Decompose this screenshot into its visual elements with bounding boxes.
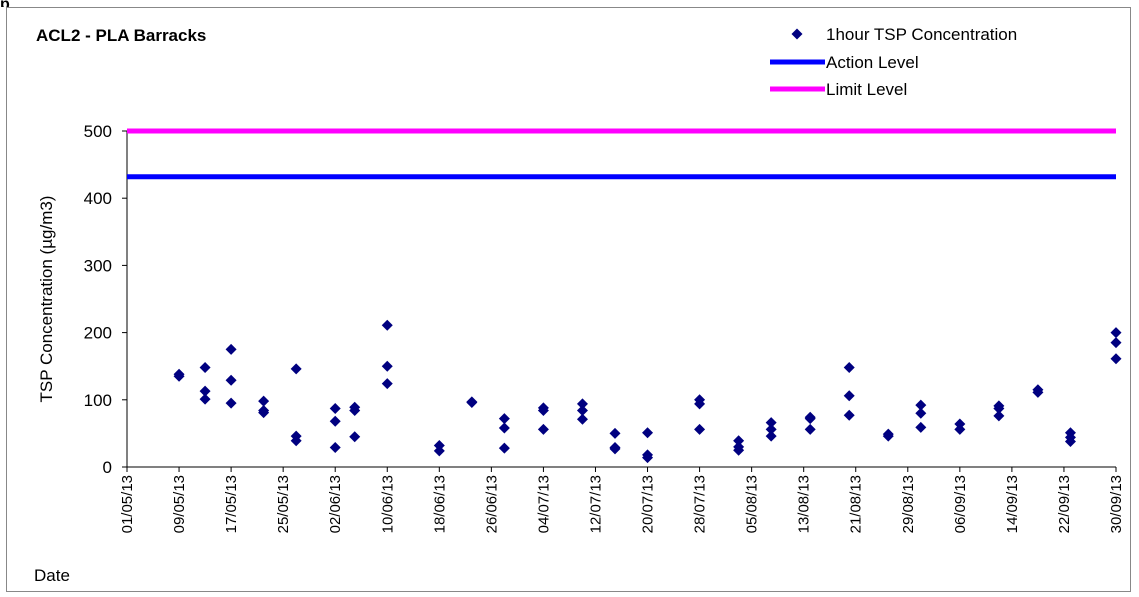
- data-point: [843, 362, 855, 374]
- data-point: [576, 413, 588, 425]
- data-point: [329, 442, 341, 454]
- data-point: [915, 421, 927, 433]
- data-point: [349, 405, 361, 417]
- data-point: [173, 368, 185, 380]
- data-point: [733, 435, 745, 447]
- data-point: [993, 410, 1005, 422]
- data-point: [537, 423, 549, 435]
- x-tick-label: 29/08/13: [900, 475, 917, 533]
- data-point: [1110, 327, 1122, 339]
- x-tick-label: 14/09/13: [1004, 475, 1021, 533]
- y-tick-label: 300: [84, 256, 112, 275]
- x-tick-label: 02/06/13: [327, 475, 344, 533]
- data-point: [1064, 435, 1076, 447]
- x-tick-label: 10/06/13: [379, 475, 396, 533]
- chart-title: ACL2 - PLA Barracks: [36, 26, 206, 45]
- data-point: [993, 403, 1005, 415]
- y-tick-label: 100: [84, 391, 112, 410]
- y-tick-label: 200: [84, 324, 112, 343]
- data-point: [329, 415, 341, 427]
- data-point: [498, 422, 510, 434]
- data-point: [915, 407, 927, 419]
- data-point: [290, 363, 302, 375]
- x-tick-label: 25/05/13: [275, 475, 292, 533]
- data-point: [609, 443, 621, 455]
- data-point: [882, 430, 894, 442]
- x-tick-label: 04/07/13: [535, 475, 552, 533]
- data-point: [199, 393, 211, 405]
- legend: 1hour TSP Concentration Action Level Limit…: [770, 25, 1017, 99]
- data-point: [609, 427, 621, 439]
- data-point: [329, 403, 341, 415]
- data-point: [1110, 337, 1122, 349]
- data-point: [225, 397, 237, 409]
- legend-marker-tsp: [791, 28, 803, 40]
- x-tick-label: 26/06/13: [483, 475, 500, 533]
- x-tick-label: 01/05/13: [119, 475, 136, 533]
- data-point: [199, 385, 211, 397]
- data-point: [694, 423, 706, 435]
- data-point: [642, 452, 654, 464]
- data-point: [694, 398, 706, 410]
- y-tick-label: 400: [84, 189, 112, 208]
- y-tick-label: 0: [103, 458, 112, 477]
- x-tick-label: 30/09/13: [1108, 475, 1125, 533]
- page-header-fragment: p: [0, 0, 10, 7]
- data-point: [804, 413, 816, 425]
- data-point: [765, 430, 777, 442]
- x-tick-label: 21/08/13: [848, 475, 865, 533]
- x-tick-label: 18/06/13: [431, 475, 448, 533]
- data-point: [381, 319, 393, 331]
- data-point: [765, 417, 777, 429]
- data-point: [1032, 386, 1044, 398]
- plot-area: 0 100 200 300 400 500 01/05/13 09/05/13 17/05/13…: [84, 122, 1125, 533]
- x-tick-label: 22/09/13: [1056, 475, 1073, 533]
- x-tick-label: 28/07/13: [692, 475, 709, 533]
- data-point: [843, 409, 855, 421]
- y-axis-label: TSP Concentration (µg/m3): [37, 196, 56, 403]
- data-point: [498, 413, 510, 425]
- data-point: [433, 445, 445, 457]
- data-point: [576, 398, 588, 410]
- x-tick-label: 17/05/13: [223, 475, 240, 533]
- y-tick-label: 500: [84, 122, 112, 141]
- data-point: [225, 374, 237, 386]
- legend-label-1: Action Level: [826, 53, 919, 72]
- data-point: [537, 405, 549, 417]
- data-point: [1110, 353, 1122, 365]
- legend-label-0: 1hour TSP Concentration: [826, 25, 1017, 44]
- data-point: [381, 360, 393, 372]
- x-tick-label: 09/05/13: [171, 475, 188, 533]
- data-point: [290, 435, 302, 447]
- x-axis-label: Date: [34, 566, 70, 585]
- data-point: [466, 396, 478, 408]
- chart-frame: [6, 7, 1131, 592]
- data-point: [199, 362, 211, 374]
- data-point: [765, 423, 777, 435]
- data-point: [381, 378, 393, 390]
- data-point: [915, 399, 927, 411]
- data-point: [954, 423, 966, 435]
- data-point: [258, 395, 270, 407]
- legend-label-2: Limit Level: [826, 80, 907, 99]
- x-tick-label: 05/08/13: [744, 475, 761, 533]
- data-point: [576, 405, 588, 417]
- x-tick-label: 13/08/13: [796, 475, 813, 533]
- data-point: [349, 431, 361, 443]
- data-point: [498, 442, 510, 454]
- x-tick-label: 12/07/13: [587, 475, 604, 533]
- x-tick-label: 06/09/13: [952, 475, 969, 533]
- x-tick-label: 20/07/13: [640, 475, 657, 533]
- data-point: [733, 444, 745, 456]
- data-point: [804, 423, 816, 435]
- data-point: [642, 427, 654, 439]
- data-point: [225, 343, 237, 355]
- data-point: [258, 407, 270, 419]
- data-point: [843, 390, 855, 402]
